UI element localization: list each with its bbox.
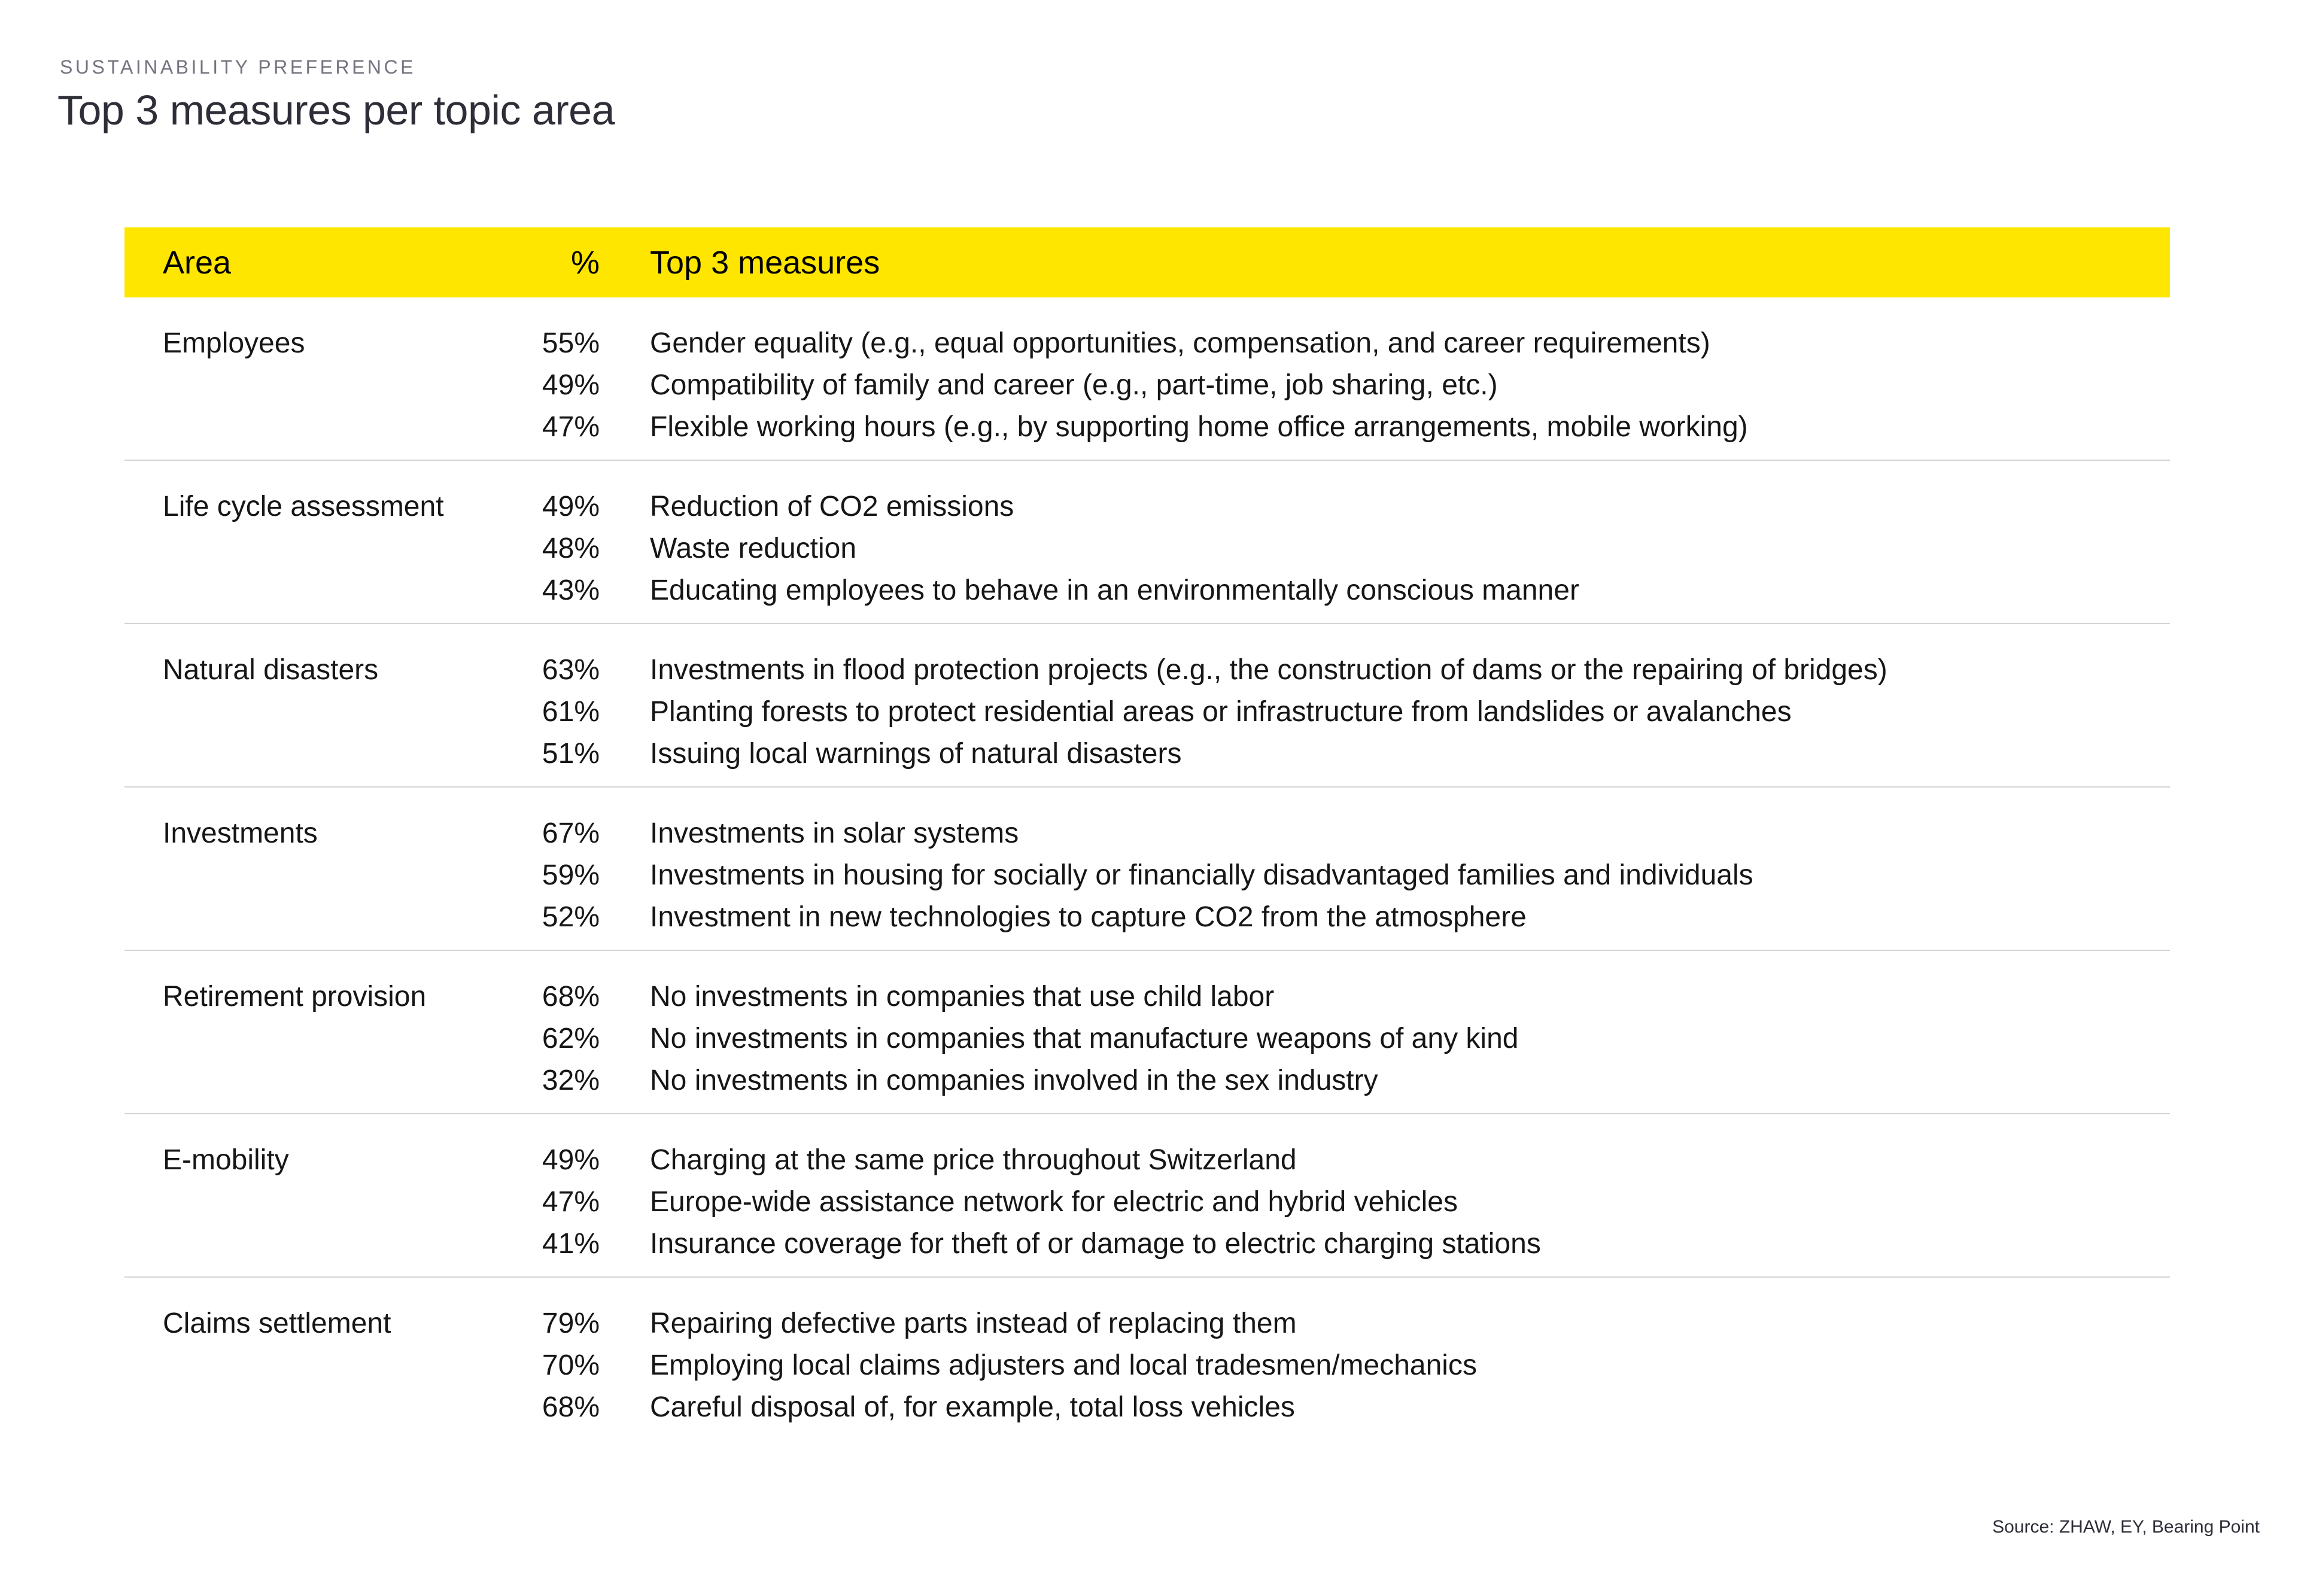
percent-value: 67%	[542, 817, 600, 849]
table-header-row: Area % Top 3 measures	[124, 227, 2170, 297]
area-name: Retirement provision	[163, 981, 427, 1013]
measure-text: Waste reduction	[650, 533, 857, 564]
percent-value: 52%	[542, 901, 600, 933]
area-name: Life cycle assessment	[163, 491, 444, 522]
measure-text: Investment in new technologies to captur…	[650, 901, 1527, 933]
percent-value: 70%	[542, 1349, 600, 1381]
header-measures: Top 3 measures	[650, 244, 880, 281]
measures-column: Gender equality (e.g., equal opportuniti…	[600, 323, 2170, 448]
percent-value: 47%	[542, 411, 600, 443]
table-row-natural-disasters: Natural disasters 63% 61% 51% Investment…	[124, 624, 2170, 788]
measures-column: Repairing defective parts instead of rep…	[600, 1303, 2170, 1428]
percent-value: 61%	[542, 696, 600, 728]
page-title: Top 3 measures per topic area	[57, 87, 615, 133]
measure-text: Flexible working hours (e.g., by support…	[650, 411, 1748, 443]
measure-text: Planting forests to protect residential …	[650, 696, 1792, 728]
measure-text: Compatibility of family and career (e.g.…	[650, 369, 1498, 401]
area-name: Claims settlement	[163, 1308, 391, 1339]
measure-text: Insurance coverage for theft of or damag…	[650, 1228, 1541, 1260]
percent-value: 68%	[542, 981, 600, 1013]
table-row-life-cycle-assessment: Life cycle assessment 49% 48% 43% Reduct…	[124, 461, 2170, 624]
area-name: Employees	[163, 327, 305, 359]
area-name: Investments	[163, 817, 318, 849]
percent-column: 63% 61% 51%	[521, 649, 600, 775]
percent-column: 55% 49% 47%	[521, 323, 600, 448]
measure-text: Issuing local warnings of natural disast…	[650, 738, 1182, 770]
measure-text: No investments in companies involved in …	[650, 1065, 1378, 1096]
percent-column: 79% 70% 68%	[521, 1303, 600, 1428]
percent-column: 68% 62% 32%	[521, 976, 600, 1102]
percent-value: 47%	[542, 1186, 600, 1218]
measure-text: Gender equality (e.g., equal opportuniti…	[650, 327, 1710, 359]
percent-value: 32%	[542, 1065, 600, 1096]
table-row-employees: Employees 55% 49% 47% Gender equality (e…	[124, 297, 2170, 461]
measure-text: Investments in solar systems	[650, 817, 1019, 849]
table-row-e-mobility: E-mobility 49% 47% 41% Charging at the s…	[124, 1114, 2170, 1278]
table-row-claims-settlement: Claims settlement 79% 70% 68% Repairing …	[124, 1278, 2170, 1440]
percent-value: 79%	[542, 1308, 600, 1339]
measure-text: Charging at the same price throughout Sw…	[650, 1144, 1297, 1176]
measure-text: Employing local claims adjusters and loc…	[650, 1349, 1477, 1381]
measures-column: Investments in flood protection projects…	[600, 649, 2170, 775]
percent-value: 48%	[542, 533, 600, 564]
source-note: Source: ZHAW, EY, Bearing Point	[1992, 1517, 2260, 1537]
percent-value: 49%	[542, 369, 600, 401]
measures-column: Investments in solar systems Investments…	[600, 813, 2170, 938]
area-name: E-mobility	[163, 1144, 289, 1176]
measures-column: Reduction of CO2 emissions Waste reducti…	[600, 486, 2170, 612]
percent-value: 41%	[542, 1228, 600, 1260]
measure-text: Investments in flood protection projects…	[650, 654, 1887, 686]
measure-text: Reduction of CO2 emissions	[650, 491, 1014, 522]
percent-value: 62%	[542, 1023, 600, 1054]
measures-column: No investments in companies that use chi…	[600, 976, 2170, 1102]
percent-column: 67% 59% 52%	[521, 813, 600, 938]
measures-column: Charging at the same price throughout Sw…	[600, 1139, 2170, 1265]
percent-value: 63%	[542, 654, 600, 686]
measure-text: No investments in companies that use chi…	[650, 981, 1275, 1013]
percent-value: 49%	[542, 491, 600, 522]
measure-text: Europe-wide assistance network for elect…	[650, 1186, 1458, 1218]
percent-column: 49% 48% 43%	[521, 486, 600, 612]
measure-text: Careful disposal of, for example, total …	[650, 1391, 1295, 1423]
percent-value: 59%	[542, 859, 600, 891]
table-row-retirement-provision: Retirement provision 68% 62% 32% No inve…	[124, 951, 2170, 1114]
percent-value: 51%	[542, 738, 600, 770]
percent-value: 49%	[542, 1144, 600, 1176]
header-area: Area	[163, 244, 232, 281]
percent-value: 68%	[542, 1391, 600, 1423]
kicker: SUSTAINABILITY PREFERENCE	[60, 56, 416, 78]
measure-text: Repairing defective parts instead of rep…	[650, 1308, 1297, 1339]
percent-column: 49% 47% 41%	[521, 1139, 600, 1265]
measure-text: Investments in housing for socially or f…	[650, 859, 1753, 891]
percent-value: 43%	[542, 574, 600, 606]
measure-text: No investments in companies that manufac…	[650, 1023, 1519, 1054]
measure-text: Educating employees to behave in an envi…	[650, 574, 1579, 606]
header-percent: %	[570, 244, 600, 281]
measures-table: Area % Top 3 measures Employees 55% 49% …	[124, 227, 2170, 1440]
table-row-investments: Investments 67% 59% 52% Investments in s…	[124, 788, 2170, 951]
percent-value: 55%	[542, 327, 600, 359]
area-name: Natural disasters	[163, 654, 379, 686]
